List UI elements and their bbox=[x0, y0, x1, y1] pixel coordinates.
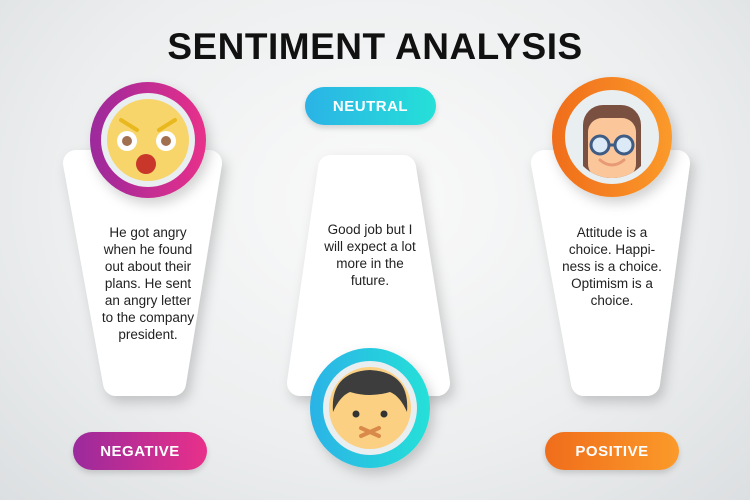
text-line: Optimism is a bbox=[571, 276, 653, 291]
page-title: SENTIMENT ANALYSIS bbox=[167, 26, 583, 67]
text-line: plans. He sent bbox=[104, 276, 192, 291]
neutral-label: NEUTRAL bbox=[305, 87, 436, 125]
negative-label: NEGATIVE bbox=[73, 432, 207, 470]
neutral-text: Good job but I will expect a lot more in… bbox=[300, 221, 440, 289]
negative-text: He got angry when he found out about the… bbox=[80, 224, 216, 343]
text-line: an angry letter bbox=[104, 293, 192, 308]
text-line: when he found bbox=[103, 242, 193, 257]
text-line: out about their bbox=[104, 259, 192, 274]
smiling-woman-glasses-icon bbox=[552, 77, 672, 197]
text-line: to the company bbox=[101, 310, 195, 325]
text-line: more in the bbox=[336, 256, 404, 271]
text-line: choice. Happi- bbox=[568, 242, 656, 257]
positive-text: Attitude is a choice. Happi- ness is a c… bbox=[542, 224, 682, 309]
positive-label: POSITIVE bbox=[545, 432, 679, 470]
text-line: will expect a lot bbox=[324, 239, 416, 254]
angry-face-icon bbox=[90, 82, 206, 198]
text-line: He got angry bbox=[109, 225, 187, 240]
text-line: choice. bbox=[590, 293, 634, 308]
neutral-card bbox=[287, 155, 450, 396]
text-line: ness is a choice. bbox=[562, 259, 662, 274]
text-line: future. bbox=[350, 273, 390, 288]
text-line: Good job but I bbox=[327, 222, 413, 237]
silenced-boy-face-icon bbox=[310, 348, 430, 468]
text-line: president. bbox=[118, 327, 178, 342]
text-line: Attitude is a bbox=[576, 225, 648, 240]
